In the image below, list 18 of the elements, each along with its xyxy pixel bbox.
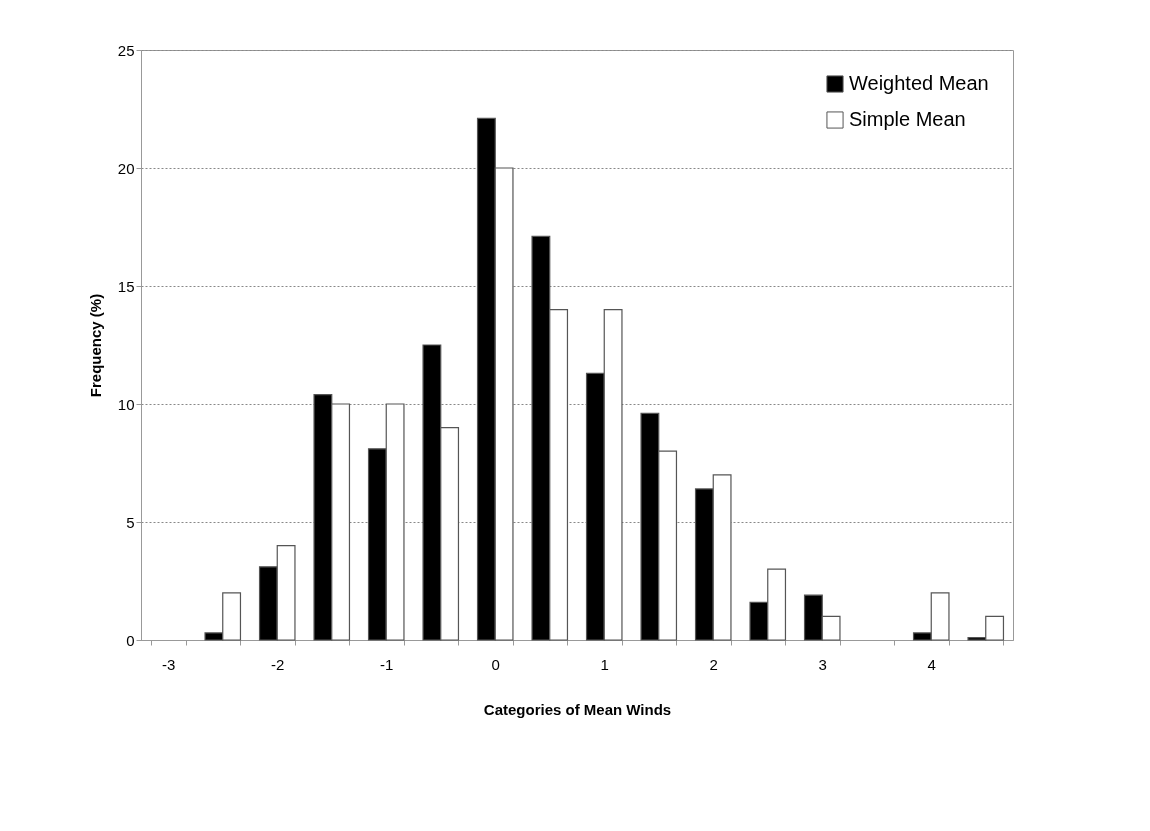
x-axis-title: Categories of Mean Winds (483, 700, 672, 718)
y-tick-label: 15 (117, 277, 135, 295)
y-tick-label: 5 (126, 513, 135, 531)
y-tick-label: 25 (117, 41, 135, 59)
y-tick-label: 10 (117, 395, 135, 413)
x-tick-label: 4 (927, 655, 936, 673)
x-tick-label: 1 (600, 655, 609, 673)
y-tick-label: 20 (117, 159, 135, 177)
x-tick-label: -3 (162, 655, 176, 673)
legend-label: Weighted Mean (849, 72, 989, 94)
x-tick-label: 3 (818, 655, 827, 673)
legend-label: Simple Mean (849, 108, 966, 130)
x-tick-label: -1 (380, 655, 394, 673)
x-tick-label: 2 (709, 655, 718, 673)
x-tick-label: -2 (271, 655, 285, 673)
x-tick-label: 0 (491, 655, 500, 673)
y-tick-label: 0 (126, 631, 135, 649)
y-axis-title: Frequency (%) (86, 293, 104, 398)
